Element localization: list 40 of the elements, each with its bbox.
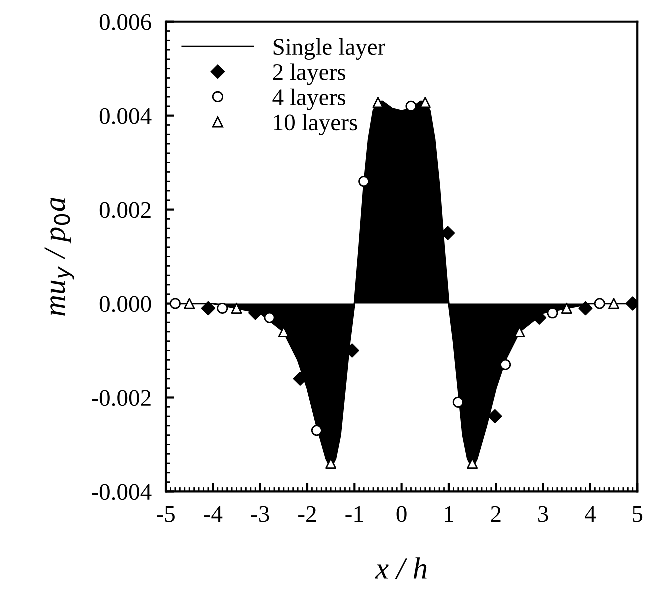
x-tick-label: -2: [298, 506, 316, 522]
y-tick-label: 0.004: [100, 108, 152, 124]
point: [452, 396, 464, 408]
y-tick-label: 0.002: [100, 202, 151, 218]
x-tick-label: 4: [585, 506, 596, 522]
point: [578, 301, 593, 316]
y-axis-title: mu$_{y}$ / p$_{0}$a: [44, 198, 74, 316]
y-tick-label: -0.002: [92, 390, 151, 406]
x-tick-label: -1: [346, 506, 364, 522]
legend-label: 4 layers: [272, 88, 346, 110]
point: [231, 302, 242, 314]
x-tick-label: -4: [204, 506, 223, 522]
legend-label: 2 layers: [273, 64, 346, 86]
point: [170, 298, 181, 310]
point: [488, 409, 502, 424]
x-axis-title: x / h: [375, 558, 427, 580]
x-tick-label: 3: [538, 506, 548, 522]
point: [594, 298, 606, 310]
point: [547, 308, 558, 319]
x-tick-label: 5: [633, 506, 643, 522]
y-tick-label: -0.004: [92, 484, 152, 500]
x-tick-label: 1: [445, 506, 454, 522]
point: [201, 301, 216, 316]
x-tick-label: -3: [251, 506, 270, 522]
point: [184, 298, 196, 310]
legend-label: 10 layers: [274, 114, 358, 136]
legend-label: Single layer: [274, 38, 386, 60]
point: [358, 176, 370, 188]
x-tick-label: 0: [396, 506, 407, 522]
point: [608, 298, 620, 310]
point: [406, 100, 417, 112]
x-tick-label: 2: [491, 506, 501, 522]
y-tick-label: 0.006: [100, 14, 152, 30]
point: [561, 302, 572, 314]
point: [311, 425, 322, 436]
x-tick-label: -5: [157, 506, 175, 522]
y-tick-label: 0.000: [100, 296, 152, 312]
point: [500, 359, 512, 370]
point: [264, 312, 276, 324]
point: [217, 302, 228, 314]
